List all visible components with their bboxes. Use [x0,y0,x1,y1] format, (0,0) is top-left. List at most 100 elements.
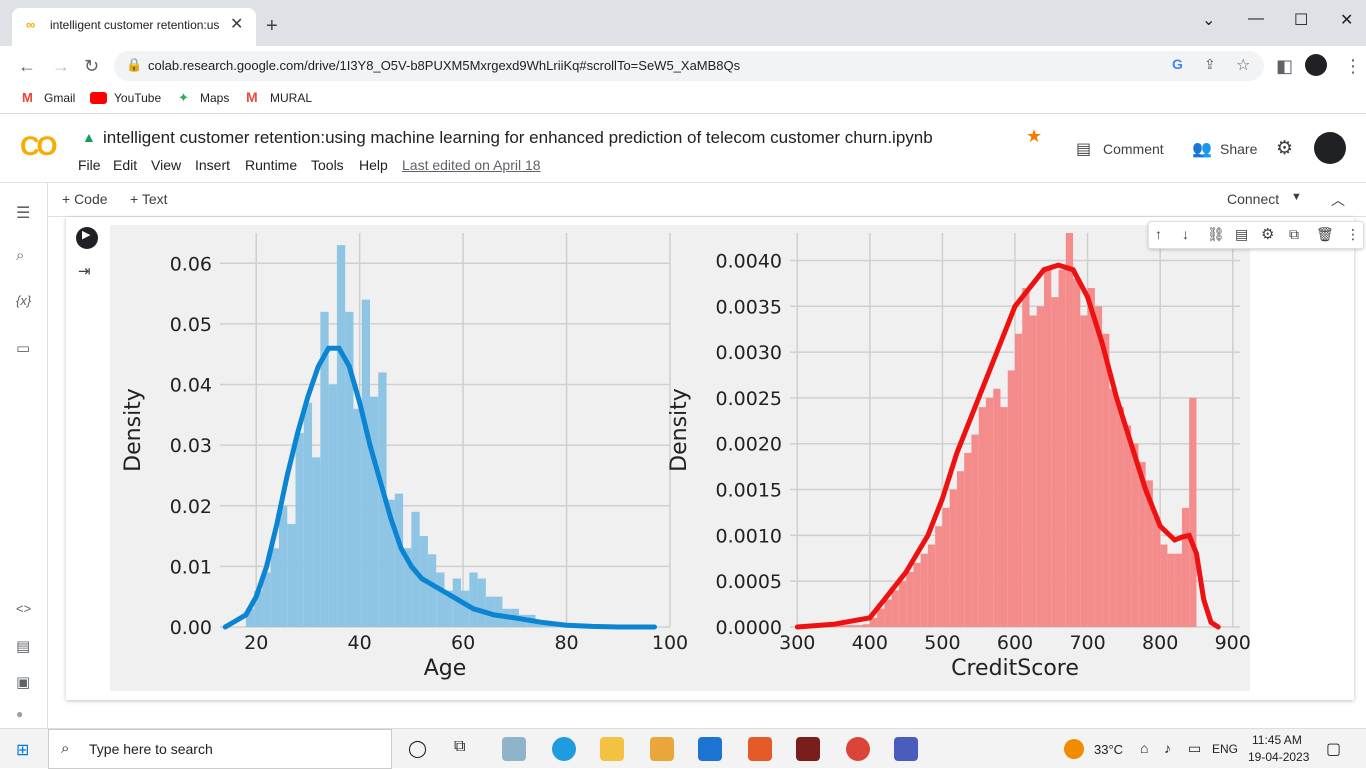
side-panel-icon[interactable]: ◧ [1276,56,1294,76]
add-code-button[interactable]: + Code [62,191,108,207]
cell-actions-toolbar: ↑ ↓ ⛓ ▤ ⚙ ⧉ 🗑 ⋮ [1148,221,1364,249]
menu-tools[interactable]: Tools [311,157,344,173]
notebook-title[interactable]: intelligent customer retention:using mac… [103,128,933,147]
temperature[interactable]: 33°C [1094,742,1124,757]
output-options-icon[interactable]: ⇥ [78,263,91,280]
browser-tab[interactable]: ∞ intelligent customer retention:us ✕ [12,8,256,46]
bookmark-maps[interactable]: Maps [200,91,230,105]
battery-icon[interactable]: ▭ [1188,740,1202,756]
run-cell-button[interactable] [76,227,98,249]
hist-bar [1189,397,1197,627]
ytick-label: 0.01 [170,556,212,578]
hist-bar [869,617,878,627]
gmail-icon: M [22,90,33,105]
jupyter-icon[interactable] [796,737,820,761]
bookmark-youtube[interactable]: YouTube [114,91,162,105]
drive-icon[interactable]: ▲ [82,129,96,145]
menu-file[interactable]: File [78,157,101,173]
files-folder-icon[interactable]: ▭ [16,340,31,357]
table-of-contents-icon[interactable]: ☰ [16,205,31,222]
url-text[interactable]: colab.research.google.com/drive/1I3Y8_O5… [148,58,741,73]
menu-help[interactable]: Help [359,157,388,173]
windows-start-icon[interactable]: ⊞ [16,742,30,759]
bookmark-star-icon[interactable]: ☆ [1236,57,1251,74]
menu-runtime[interactable]: Runtime [245,157,298,173]
mail-icon[interactable] [698,737,722,761]
user-avatar[interactable] [1314,132,1346,164]
profile-avatar[interactable] [1305,54,1327,76]
menu-insert[interactable]: Insert [195,157,231,173]
share-page-icon[interactable]: ⇪ [1204,56,1216,72]
ytick-label: 0.0040 [716,250,782,272]
move-down-icon[interactable]: ↓ [1182,226,1189,242]
mirror-cell-icon[interactable]: ⧉ [1289,226,1299,242]
connect-button[interactable]: Connect [1227,191,1280,207]
tab-close-icon[interactable]: ✕ [230,16,244,33]
comment-icon[interactable]: ▤ [1076,141,1092,158]
code-cell-output[interactable]: ▶ ⇥ 0.00 0.01 0.02 0.03 0.04 0.05 0.06 20 40 60 8… [66,217,1364,700]
more-options-icon[interactable]: ⋮ [1346,226,1360,242]
hist-bar [1138,462,1146,627]
ytick-label: 0.0005 [716,571,782,593]
notifications-icon[interactable]: ▢ [1326,741,1342,758]
variables-icon[interactable]: {x} [16,293,32,308]
file-explorer-icon[interactable] [600,737,624,761]
hist-bar [906,572,914,627]
star-icon[interactable]: ★ [1026,126,1043,146]
connect-dropdown-icon[interactable]: ▼ [1291,191,1302,203]
cortana-icon[interactable]: ◯ [408,739,428,758]
settings-gear-icon[interactable]: ⚙ [1276,138,1294,159]
colab-logo[interactable]: CO [20,131,57,161]
hist-bar [1029,315,1037,627]
edge-icon[interactable] [552,737,576,761]
hist-bar [942,507,950,627]
menu-edit[interactable]: Edit [113,157,138,173]
comment-button[interactable]: Comment [1103,141,1164,157]
chrome-icon[interactable] [846,737,870,761]
clock-date[interactable]: 19-04-2023 [1248,750,1310,764]
hist-bar [461,590,470,627]
collapse-header-icon[interactable]: ︿ [1331,192,1345,208]
share-button[interactable]: Share [1220,141,1258,157]
add-text-button[interactable]: + Text [130,191,168,207]
browser-menu-icon[interactable]: ⋮ [1344,56,1362,76]
close-window-icon[interactable]: ✕ [1340,12,1354,29]
maximize-icon[interactable]: ☐ [1294,12,1309,29]
minimize-icon[interactable]: — [1248,10,1264,27]
hist-bar [287,523,296,627]
people-icon[interactable]: 👥 [1192,141,1212,158]
terminal-icon[interactable]: ▣ [16,674,31,691]
matlab-icon[interactable] [748,737,772,761]
browser-toolbar: ← → ↻ 🔒 colab.research.google.com/drive/… [0,46,1366,86]
code-snippets-icon[interactable]: <> [16,601,32,616]
app-link-icon[interactable] [894,737,918,761]
last-edited-link[interactable]: Last edited on April 18 [402,157,541,173]
store-icon[interactable] [650,737,674,761]
bookmark-mural[interactable]: MURAL [270,91,313,105]
reload-icon[interactable]: ↻ [84,56,100,76]
move-up-icon[interactable]: ↑ [1155,226,1162,242]
volume-icon[interactable]: ♪ [1164,740,1171,756]
search-icon[interactable]: ⌕ [16,247,25,264]
network-icon[interactable]: ⌂ [1140,740,1149,756]
task-view-icon[interactable]: ⧉ [454,738,466,755]
back-icon[interactable]: ← [18,56,36,76]
menu-view[interactable]: View [151,157,182,173]
clock-time[interactable]: 11:45 AM [1252,733,1302,747]
weather-icon[interactable] [1064,739,1084,759]
taskbar-search[interactable]: ⌕ Type here to search [48,729,392,769]
google-icon[interactable]: G [1172,56,1183,72]
cell-settings-icon[interactable]: ⚙ [1261,226,1275,243]
forward-icon[interactable]: → [52,56,70,76]
tab-search-chevron-icon[interactable]: ⌄ [1202,12,1216,29]
language-indicator[interactable]: ENG [1212,742,1239,756]
new-tab-button[interactable]: + [266,15,278,37]
delete-cell-icon[interactable]: 🗑 [1316,226,1334,242]
comment-cell-icon[interactable]: ▤ [1235,226,1249,242]
bookmark-gmail[interactable]: Gmail [44,91,76,105]
xtick-label: 100 [652,632,688,654]
app-icon[interactable] [502,737,526,761]
address-bar[interactable]: 🔒 colab.research.google.com/drive/1I3Y8_… [114,51,1264,81]
link-icon[interactable]: ⛓ [1207,226,1225,242]
command-palette-icon[interactable]: ▤ [16,638,31,655]
